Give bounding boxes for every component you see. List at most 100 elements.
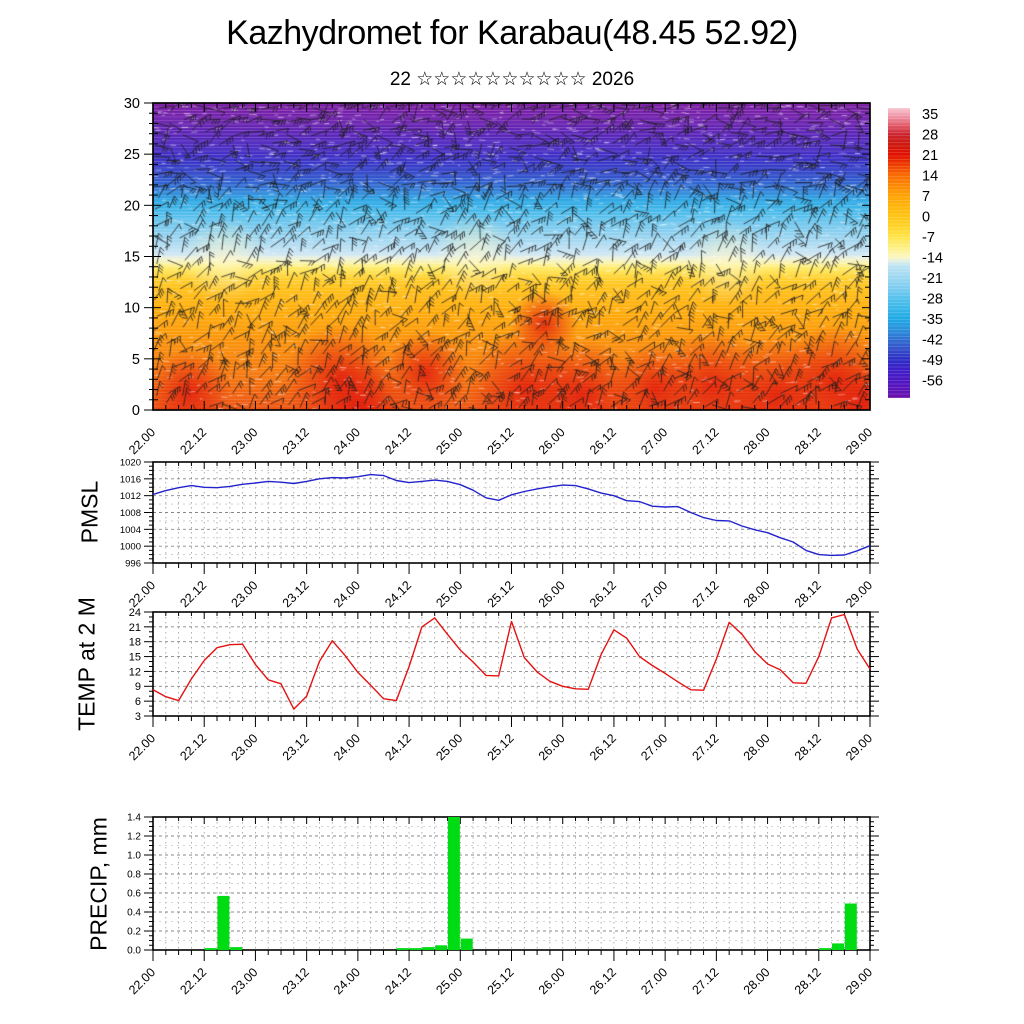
x-tick-label: 25.00 (433, 425, 465, 457)
colorbar-tick-label: -35 (922, 312, 943, 328)
x-tick-label: 23.00 (229, 578, 261, 610)
colorbar-tick-label: 21 (922, 148, 938, 164)
precip-bar (819, 948, 832, 950)
x-tick-label: 27.00 (638, 425, 670, 457)
y-tick-label: 1.0 (127, 851, 141, 862)
pmsl-axis-title: PMSL (76, 480, 103, 544)
panel-frame (152, 611, 871, 717)
x-tick-label: 22.12 (177, 578, 209, 610)
colorbar-tick-label: -21 (922, 271, 943, 287)
colorbar-tick-label: 14 (922, 168, 938, 184)
y-tick-label: 1020 (120, 457, 141, 468)
x-tick-label: 23.00 (229, 425, 261, 457)
x-tick-label: 28.00 (741, 965, 773, 997)
pmsl-line (152, 473, 871, 557)
x-tick-label: 25.00 (433, 965, 465, 997)
page-subtitle: 22 ☆☆☆☆☆☆☆☆☆☆ 2026 (389, 69, 635, 90)
x-tick-label: 27.12 (689, 965, 721, 997)
precip-bar (832, 943, 844, 950)
y-tick-label: 9 (135, 681, 141, 693)
x-tick-label: 28.12 (792, 425, 824, 457)
colorbar-tick-label: 0 (922, 209, 930, 225)
precip-bar (204, 948, 217, 950)
y-tick-label: 0.2 (127, 927, 141, 938)
x-tick-label: 22.00 (126, 578, 158, 610)
page-title: Kazhydromet for Karabau(48.45 52.92) (226, 14, 798, 52)
x-tick-label: 26.00 (536, 965, 568, 997)
x-tick-label: 29.00 (843, 731, 875, 763)
y-tick-label: 1.4 (127, 813, 141, 824)
x-tick-label: 24.12 (382, 965, 414, 997)
x-tick-label: 26.12 (587, 425, 619, 457)
x-tick-label: 23.00 (229, 731, 261, 763)
y-tick-label: 3 (135, 711, 141, 723)
colorbar-tick-label: -7 (922, 230, 935, 246)
x-tick-label: 27.00 (638, 965, 670, 997)
x-tick-label: 25.12 (485, 731, 517, 763)
x-tick-label: 27.12 (689, 731, 721, 763)
x-tick-label: 22.00 (126, 731, 158, 763)
panel-frame (152, 816, 871, 951)
x-tick-label: 26.00 (536, 425, 568, 457)
y-tick-label: 0.4 (127, 908, 141, 919)
y-tick-label: 6 (135, 696, 141, 708)
colorbar-tick-label: 35 (922, 107, 938, 123)
y-tick-label: 12 (129, 666, 141, 678)
x-tick-label: 25.12 (485, 578, 517, 610)
precip-bar (409, 948, 422, 950)
x-tick-label: 26.00 (536, 578, 568, 610)
x-tick-label: 24.00 (331, 731, 363, 763)
precip-bar (396, 948, 409, 950)
x-tick-label: 27.00 (638, 731, 670, 763)
x-tick-label: 23.12 (280, 425, 312, 457)
x-tick-label: 25.00 (433, 731, 465, 763)
x-tick-label: 23.12 (280, 965, 312, 997)
x-tick-label: 26.12 (587, 965, 619, 997)
x-tick-label: 28.00 (741, 425, 773, 457)
precip-bar (422, 947, 435, 950)
precip-bar (844, 903, 857, 950)
x-tick-label: 26.12 (587, 578, 619, 610)
x-tick-label: 22.12 (177, 731, 209, 763)
x-tick-label: 28.12 (792, 731, 824, 763)
y-tick-label: 1008 (120, 508, 141, 519)
x-tick-label: 24.00 (331, 425, 363, 457)
x-tick-label: 22.12 (177, 965, 209, 997)
x-tick-label: 22.12 (177, 425, 209, 457)
x-tick-label: 23.12 (280, 578, 312, 610)
x-tick-label: 28.00 (741, 731, 773, 763)
x-tick-label: 28.12 (792, 965, 824, 997)
main-y-tick-label: 20 (124, 198, 140, 214)
temp-at-2-m-line (152, 613, 871, 710)
y-tick-label: 1000 (120, 542, 141, 553)
x-tick-label: 22.00 (126, 965, 158, 997)
colorbar-tick-label: 7 (922, 189, 930, 205)
main-y-tick-label: 10 (124, 301, 140, 317)
x-tick-label: 23.12 (280, 731, 312, 763)
x-tick-label: 25.12 (485, 425, 517, 457)
x-tick-label: 26.12 (587, 731, 619, 763)
main-y-tick-label: 25 (124, 147, 140, 163)
x-tick-label: 26.00 (536, 731, 568, 763)
x-tick-label: 23.00 (229, 965, 261, 997)
main-y-tick-label: 0 (132, 403, 140, 419)
x-tick-label: 29.00 (843, 965, 875, 997)
y-tick-label: 0.6 (127, 889, 141, 900)
x-tick-label: 25.12 (485, 965, 517, 997)
y-tick-label: 0.0 (127, 946, 141, 957)
temp-axis-title: TEMP at 2 M (73, 597, 100, 731)
main-y-tick-label: 15 (124, 250, 140, 266)
y-tick-label: 1004 (120, 525, 141, 536)
x-tick-label: 27.12 (689, 578, 721, 610)
y-tick-label: 21 (129, 622, 141, 634)
x-tick-label: 27.12 (689, 425, 721, 457)
x-tick-label: 29.00 (843, 578, 875, 610)
precip-bar (230, 947, 243, 950)
x-tick-label: 22.00 (126, 425, 158, 457)
y-tick-label: 0.8 (127, 870, 141, 881)
y-tick-label: 24 (129, 607, 141, 619)
y-tick-label: 18 (129, 637, 141, 649)
x-tick-label: 25.00 (433, 578, 465, 610)
y-tick-label: 1012 (120, 491, 141, 502)
x-tick-label: 24.12 (382, 578, 414, 610)
